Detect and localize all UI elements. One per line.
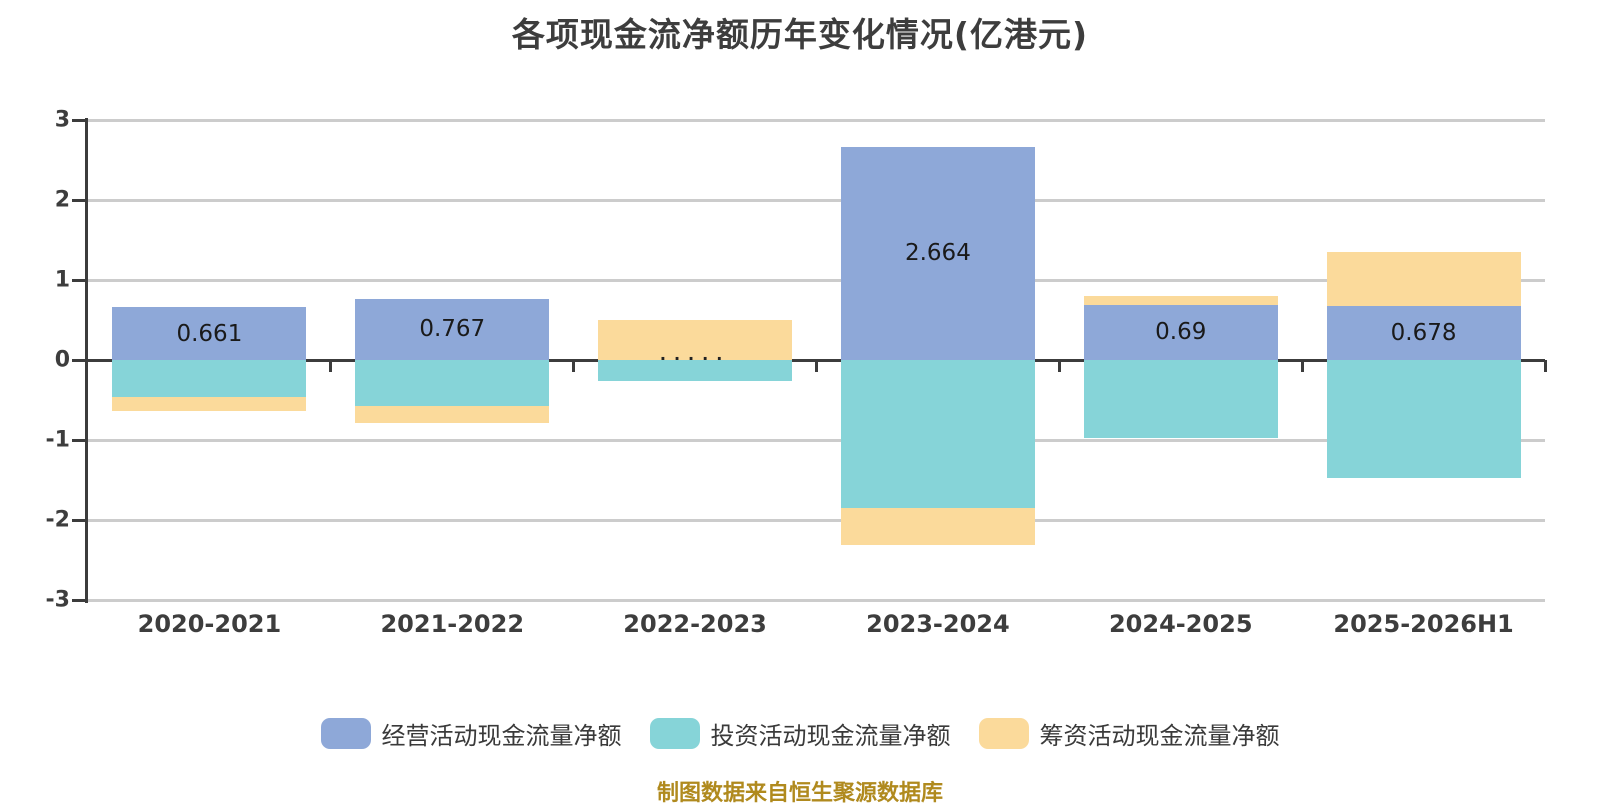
y-tick-label: 2 (54, 187, 70, 213)
bar-value-label: 0.678 (1390, 319, 1457, 346)
legend: 经营活动现金流量净额 投资活动现金流量净额 筹资活动现金流量净额 (0, 716, 1600, 751)
bar-segment-operating (355, 298, 550, 360)
y-axis-tick (72, 358, 88, 362)
x-axis-tick (1057, 360, 1061, 372)
gridline (88, 438, 1545, 442)
legend-swatch-icon (978, 718, 1029, 749)
x-category-label: 2021-2022 (380, 610, 525, 638)
legend-item[interactable]: 筹资活动现金流量净额 (978, 716, 1280, 751)
bar-segment-investing (1083, 360, 1278, 439)
bar-segment-investing (840, 360, 1035, 508)
legend-label: 投资活动现金流量净额 (710, 722, 951, 750)
bar-segment-financing (840, 508, 1035, 545)
y-tick-label: -2 (45, 507, 70, 533)
legend-label: 经营活动现金流量净额 (381, 722, 622, 750)
bar-segment-operating (840, 146, 1035, 360)
bar-value-label: 0.69 (1155, 319, 1207, 346)
chart-title: 各项现金流净额历年变化情况(亿港元) (511, 15, 1089, 54)
legend-swatch-icon (320, 718, 371, 749)
x-category-label: 2024-2025 (1108, 610, 1253, 638)
y-axis-tick (72, 598, 88, 602)
legend-item[interactable]: 投资活动现金流量净额 (649, 716, 951, 751)
x-axis-tick (329, 360, 333, 372)
gridline (88, 598, 1545, 602)
x-axis-tick (1543, 360, 1547, 372)
source-note: 制图数据来自恒生聚源数据库 (656, 781, 943, 806)
y-tick-label: -3 (45, 587, 70, 613)
legend-item[interactable]: 经营活动现金流量净额 (320, 716, 622, 751)
plot-area: 3 2 1 0 -1 -2 -3 2020-2021 0.661 2021-2022 0.767 20… (46, 108, 1547, 638)
bar-segment-investing (112, 360, 307, 397)
bar-segment-financing (1326, 252, 1521, 306)
bar-segment-investing (1326, 360, 1521, 479)
gridline (88, 518, 1545, 522)
gridline (88, 118, 1545, 122)
legend-swatch-icon (649, 718, 700, 749)
y-tick-label: -1 (45, 427, 70, 453)
bar-segment-operating (112, 307, 307, 360)
y-axis-tick (72, 518, 88, 522)
bar-value-label-clipped: ····· (659, 348, 731, 368)
y-tick-label: 1 (54, 267, 70, 293)
x-category-label: 2025-2026H1 (1333, 610, 1514, 638)
y-axis-tick (72, 198, 88, 202)
y-axis-tick (72, 118, 88, 122)
y-axis-tick (72, 438, 88, 442)
y-tick-label: 0 (54, 347, 70, 373)
gridline (88, 278, 1545, 282)
legend-label: 筹资活动现金流量净额 (1039, 722, 1280, 750)
bar-segment-financing (112, 396, 307, 412)
bar-value-label: 0.767 (419, 316, 486, 343)
y-axis-tick (72, 278, 88, 282)
x-category-label: 2022-2023 (623, 610, 767, 638)
x-category-label: 2020-2021 (137, 610, 282, 638)
bar-segment-investing (598, 360, 793, 381)
bar-segment-financing (355, 406, 550, 424)
bar-value-label: 0.661 (176, 320, 243, 347)
gridline (88, 198, 1545, 202)
bar-segment-financing (1083, 296, 1278, 305)
x-axis-tick (1300, 360, 1304, 372)
bar-segment-operating (1326, 305, 1521, 360)
x-axis-tick (572, 360, 576, 372)
y-tick-label: 3 (54, 107, 70, 133)
bar-value-label: 2.664 (904, 240, 971, 267)
bar-segment-financing (598, 320, 793, 360)
x-axis-tick (815, 360, 818, 372)
x-category-label: 2023-2024 (866, 610, 1010, 638)
bar-segment-investing (355, 360, 550, 407)
bar-segment-operating (1083, 304, 1278, 360)
